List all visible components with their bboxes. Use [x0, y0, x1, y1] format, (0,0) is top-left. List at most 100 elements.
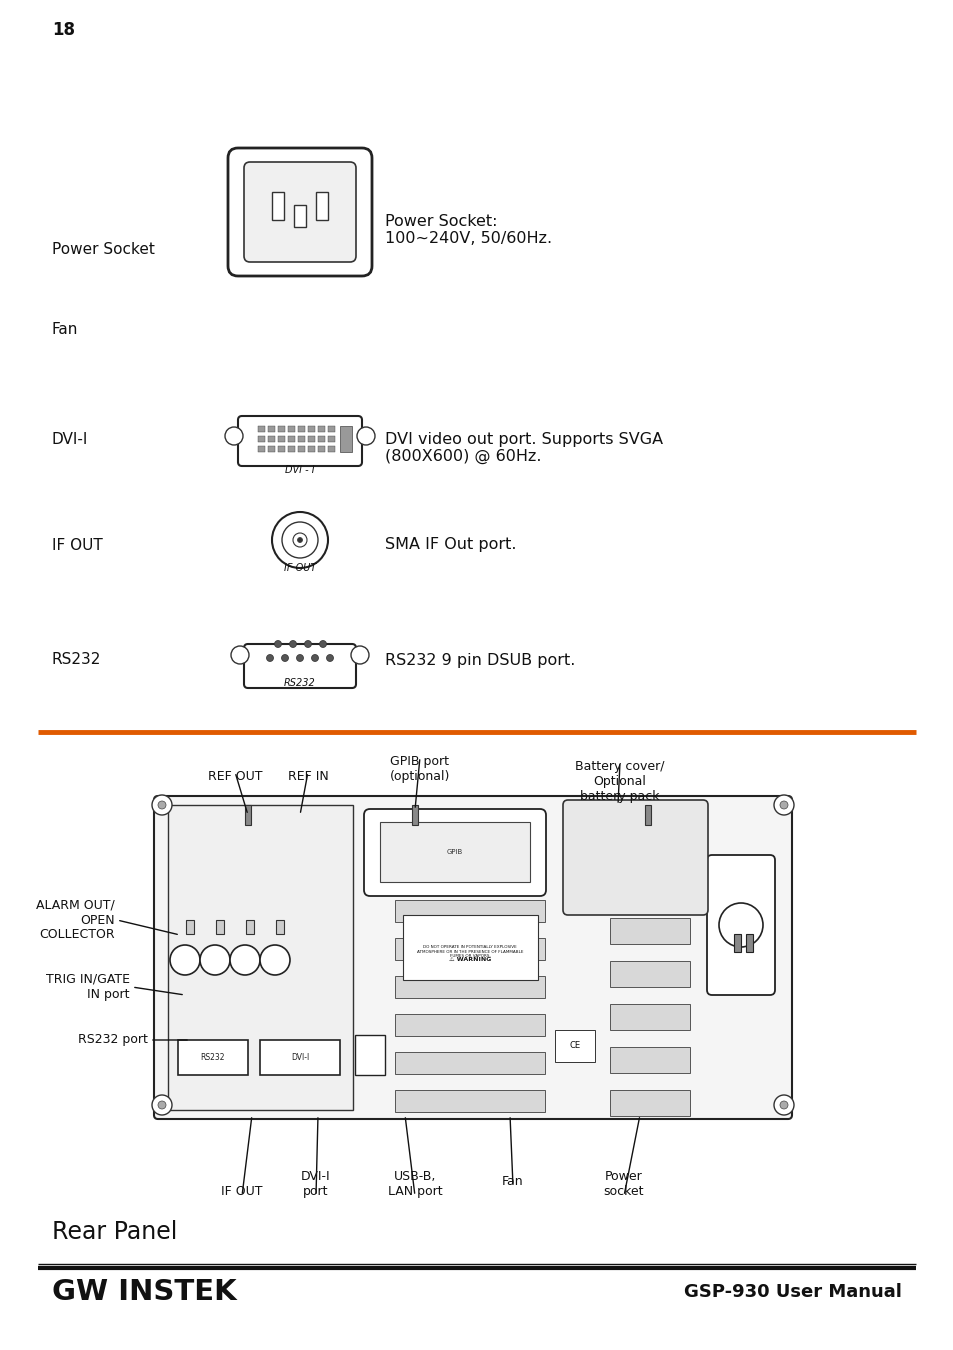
- Text: Power
socket: Power socket: [603, 1170, 643, 1197]
- FancyBboxPatch shape: [244, 644, 355, 688]
- Text: REF IN: REF IN: [287, 769, 328, 783]
- Circle shape: [304, 640, 312, 648]
- Bar: [257, 446, 265, 452]
- Bar: [186, 919, 193, 934]
- Text: RS232 9 pin DSUB port.: RS232 9 pin DSUB port.: [385, 652, 575, 667]
- Bar: [644, 805, 650, 825]
- Text: Power Socket:
100~240V, 50/60Hz.: Power Socket: 100~240V, 50/60Hz.: [385, 213, 552, 246]
- Text: IF OUT: IF OUT: [221, 1185, 262, 1197]
- Bar: [168, 805, 353, 1110]
- Bar: [294, 205, 306, 227]
- Bar: [609, 875, 689, 900]
- Text: DVI - I: DVI - I: [285, 464, 314, 475]
- Circle shape: [152, 1095, 172, 1115]
- Bar: [260, 1040, 339, 1075]
- Bar: [308, 446, 314, 452]
- Text: DVI video out port. Supports SVGA
(800X600) @ 60Hz.: DVI video out port. Supports SVGA (800X6…: [385, 432, 662, 464]
- Circle shape: [272, 512, 328, 568]
- Bar: [178, 1040, 248, 1075]
- Bar: [288, 436, 294, 441]
- Text: GPIB: GPIB: [446, 849, 462, 855]
- Bar: [609, 918, 689, 944]
- Bar: [257, 436, 265, 441]
- Text: RS232 port: RS232 port: [78, 1034, 148, 1046]
- Circle shape: [152, 795, 172, 815]
- Circle shape: [170, 945, 200, 975]
- Bar: [733, 934, 740, 952]
- Bar: [268, 446, 274, 452]
- Bar: [308, 436, 314, 441]
- Circle shape: [289, 640, 296, 648]
- Circle shape: [326, 655, 334, 662]
- FancyBboxPatch shape: [562, 801, 707, 915]
- Bar: [277, 427, 285, 432]
- Bar: [609, 1004, 689, 1030]
- Bar: [297, 436, 305, 441]
- Text: GPIB port
(optional): GPIB port (optional): [390, 755, 450, 783]
- Circle shape: [351, 647, 369, 664]
- Bar: [272, 192, 284, 220]
- Circle shape: [773, 1095, 793, 1115]
- Bar: [246, 919, 253, 934]
- Bar: [257, 427, 265, 432]
- Text: TRIG IN/GATE
IN port: TRIG IN/GATE IN port: [46, 973, 130, 1000]
- FancyBboxPatch shape: [706, 855, 774, 995]
- Bar: [328, 436, 335, 441]
- FancyBboxPatch shape: [228, 148, 372, 275]
- Circle shape: [225, 427, 243, 446]
- Circle shape: [719, 903, 762, 946]
- Bar: [609, 1048, 689, 1073]
- Text: 18: 18: [52, 22, 75, 39]
- Text: Battery cover/
Optional
battery pack: Battery cover/ Optional battery pack: [575, 760, 664, 803]
- Circle shape: [780, 1102, 787, 1108]
- Circle shape: [260, 945, 290, 975]
- FancyBboxPatch shape: [364, 809, 545, 896]
- Text: RS232: RS232: [52, 652, 101, 667]
- Bar: [317, 436, 325, 441]
- Circle shape: [281, 655, 288, 662]
- Bar: [328, 427, 335, 432]
- Text: SMA IF Out port.: SMA IF Out port.: [385, 537, 516, 552]
- Circle shape: [780, 801, 787, 809]
- Circle shape: [312, 655, 318, 662]
- Text: IF OUT: IF OUT: [52, 537, 103, 552]
- Bar: [275, 919, 284, 934]
- Bar: [297, 446, 305, 452]
- Circle shape: [158, 1102, 166, 1108]
- Bar: [745, 934, 752, 952]
- Bar: [277, 446, 285, 452]
- Text: DO NOT OPERATE IN POTENTIALLY EXPLOSIVE
ATMOSPHERE OR IN THE PRESENCE OF FLAMMAB: DO NOT OPERATE IN POTENTIALLY EXPLOSIVE …: [416, 945, 522, 958]
- Text: REF OUT: REF OUT: [208, 769, 262, 783]
- Bar: [308, 427, 314, 432]
- FancyBboxPatch shape: [153, 796, 791, 1119]
- Text: CE: CE: [569, 1041, 580, 1050]
- Text: RS232: RS232: [284, 678, 315, 688]
- Bar: [395, 1089, 544, 1112]
- Text: ⚠ WARNING: ⚠ WARNING: [448, 957, 491, 963]
- Circle shape: [158, 801, 166, 809]
- Bar: [328, 446, 335, 452]
- Bar: [395, 938, 544, 960]
- Text: GSP-930 User Manual: GSP-930 User Manual: [683, 1282, 901, 1301]
- Circle shape: [773, 795, 793, 815]
- Text: DVI-I: DVI-I: [291, 1053, 309, 1062]
- Text: Fan: Fan: [52, 323, 78, 338]
- Text: GW INSTEK: GW INSTEK: [52, 1278, 236, 1305]
- Circle shape: [231, 647, 249, 664]
- Bar: [555, 1030, 595, 1062]
- Bar: [395, 900, 544, 922]
- Text: Power Socket: Power Socket: [52, 243, 154, 258]
- Bar: [268, 427, 274, 432]
- Bar: [245, 805, 251, 825]
- Bar: [412, 805, 417, 825]
- Bar: [402, 915, 537, 980]
- Circle shape: [230, 945, 260, 975]
- Bar: [268, 436, 274, 441]
- Text: DVI-I
port: DVI-I port: [301, 1170, 331, 1197]
- Circle shape: [297, 537, 302, 543]
- Bar: [395, 863, 544, 884]
- Circle shape: [274, 640, 281, 648]
- Bar: [288, 427, 294, 432]
- Bar: [288, 446, 294, 452]
- FancyBboxPatch shape: [237, 416, 361, 466]
